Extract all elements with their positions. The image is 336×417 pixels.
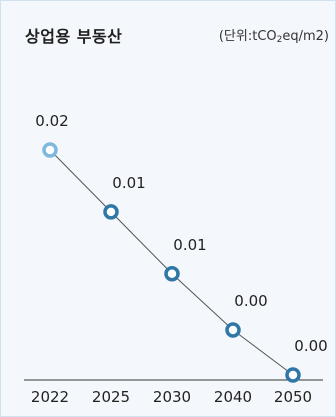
data-point-2022 bbox=[42, 142, 58, 158]
chart-header: 상업용 부동산 (단위:tCO2eq/m2) bbox=[25, 23, 329, 47]
data-label-2030: 0.01 bbox=[173, 236, 206, 254]
series-line bbox=[49, 149, 294, 376]
x-tick-label-2025: 2025 bbox=[92, 388, 130, 406]
data-label-2040: 0.00 bbox=[234, 292, 267, 310]
data-point-2030 bbox=[164, 266, 180, 282]
unit-suffix: eq/m2) bbox=[282, 29, 329, 44]
chart-title: 상업용 부동산 bbox=[25, 27, 123, 46]
unit-subscript: 2 bbox=[276, 35, 283, 45]
data-point-2050 bbox=[285, 367, 301, 383]
data-label-2022: 0.02 bbox=[35, 112, 68, 130]
x-tick-label-2030: 2030 bbox=[153, 388, 191, 406]
x-tick-label-2022: 2022 bbox=[31, 388, 69, 406]
x-tick-label-2050: 2050 bbox=[274, 388, 312, 406]
data-label-2050: 0.00 bbox=[294, 337, 327, 355]
data-point-2040 bbox=[225, 322, 241, 338]
data-label-2025: 0.01 bbox=[112, 174, 145, 192]
data-point-2025 bbox=[103, 204, 119, 220]
unit-label: (단위:tCO2eq/m2) bbox=[219, 25, 329, 45]
x-tick-label-2040: 2040 bbox=[214, 388, 252, 406]
unit-prefix: (단위:tCO bbox=[218, 29, 277, 44]
